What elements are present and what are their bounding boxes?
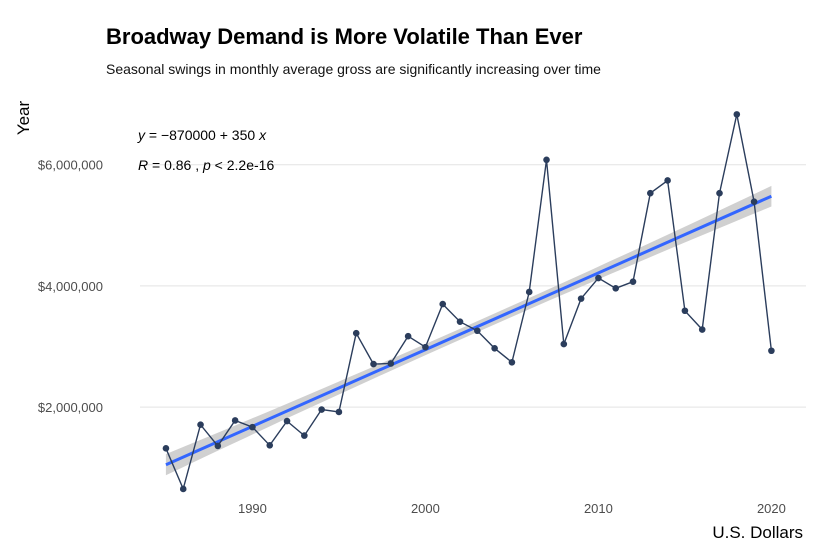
data-point	[231, 417, 239, 424]
regression-stats: R = 0.86 , p < 2.2e-16	[138, 157, 274, 173]
data-point	[733, 111, 741, 118]
data-point	[456, 318, 464, 325]
data-point	[301, 432, 308, 439]
data-point	[439, 300, 447, 308]
data-point	[508, 358, 516, 366]
gridlines	[140, 164, 806, 408]
data-point	[681, 307, 689, 315]
y-axis-title: Year	[14, 100, 33, 135]
data-point	[595, 274, 602, 282]
x-axis-title: U.S. Dollars	[712, 523, 803, 542]
y-tick-label: $4,000,000	[38, 279, 103, 294]
stats-r-value: = 0.86 ,	[148, 157, 203, 173]
data-point	[197, 421, 204, 428]
data-point	[214, 442, 222, 450]
equation-lhs: y	[137, 127, 146, 143]
data-point	[283, 417, 291, 425]
data-point	[491, 345, 498, 352]
data-point	[560, 340, 568, 348]
equation-var: x	[258, 127, 267, 143]
regression-equation: y = −870000 + 350 x	[137, 127, 267, 143]
data-point	[249, 423, 256, 431]
data-point	[404, 332, 412, 340]
data-point	[335, 408, 343, 416]
series-line	[165, 114, 773, 492]
data-point	[629, 278, 637, 285]
data-point	[179, 485, 187, 493]
stats-p-value: < 2.2e-16	[211, 157, 275, 173]
data-point	[768, 347, 775, 355]
equation-rhs: = −870000 + 350	[145, 127, 259, 143]
x-tick-label: 2000	[411, 501, 440, 516]
y-tick-labels: $2,000,000 $4,000,000 $6,000,000	[38, 158, 103, 415]
data-point	[577, 295, 585, 302]
chart-subtitle: Seasonal swings in monthly average gross…	[106, 61, 601, 77]
data-point	[318, 406, 325, 413]
x-tick-label: 1990	[238, 501, 267, 516]
data-point	[422, 343, 429, 351]
trend-line	[165, 194, 773, 467]
data-point	[716, 189, 723, 197]
y-tick-label: $2,000,000	[38, 400, 103, 415]
x-tick-label: 2020	[757, 501, 786, 516]
data-point	[370, 360, 377, 368]
data-point	[698, 326, 706, 333]
data-point	[474, 327, 481, 335]
x-tick-labels: 1990 2000 2010 2020	[238, 501, 786, 516]
trend-line-segment	[165, 194, 773, 467]
data-point	[543, 156, 550, 164]
x-tick-label: 2010	[584, 501, 613, 516]
stats-p-label: p	[202, 157, 211, 173]
data-point	[750, 198, 758, 205]
data-point	[647, 189, 654, 197]
series-polyline	[165, 114, 773, 492]
stats-r-label: R	[138, 157, 148, 173]
data-point	[664, 177, 671, 184]
data-point	[162, 445, 170, 452]
data-point	[525, 288, 533, 296]
y-tick-label: $6,000,000	[38, 158, 103, 173]
data-points	[162, 111, 775, 493]
chart-title: Broadway Demand is More Volatile Than Ev…	[106, 24, 583, 49]
data-point	[352, 329, 360, 337]
data-point	[387, 360, 395, 367]
data-point	[612, 285, 620, 292]
data-point	[266, 442, 274, 449]
